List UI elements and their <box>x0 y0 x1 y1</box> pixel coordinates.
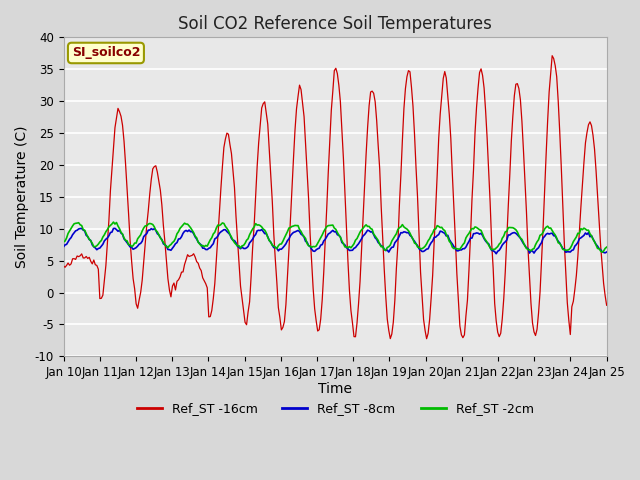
Y-axis label: Soil Temperature (C): Soil Temperature (C) <box>15 126 29 268</box>
Title: Soil CO2 Reference Soil Temperatures: Soil CO2 Reference Soil Temperatures <box>178 15 492 33</box>
Legend: Ref_ST -16cm, Ref_ST -8cm, Ref_ST -2cm: Ref_ST -16cm, Ref_ST -8cm, Ref_ST -2cm <box>132 397 539 420</box>
X-axis label: Time: Time <box>318 382 352 396</box>
Text: SI_soilco2: SI_soilco2 <box>72 47 140 60</box>
